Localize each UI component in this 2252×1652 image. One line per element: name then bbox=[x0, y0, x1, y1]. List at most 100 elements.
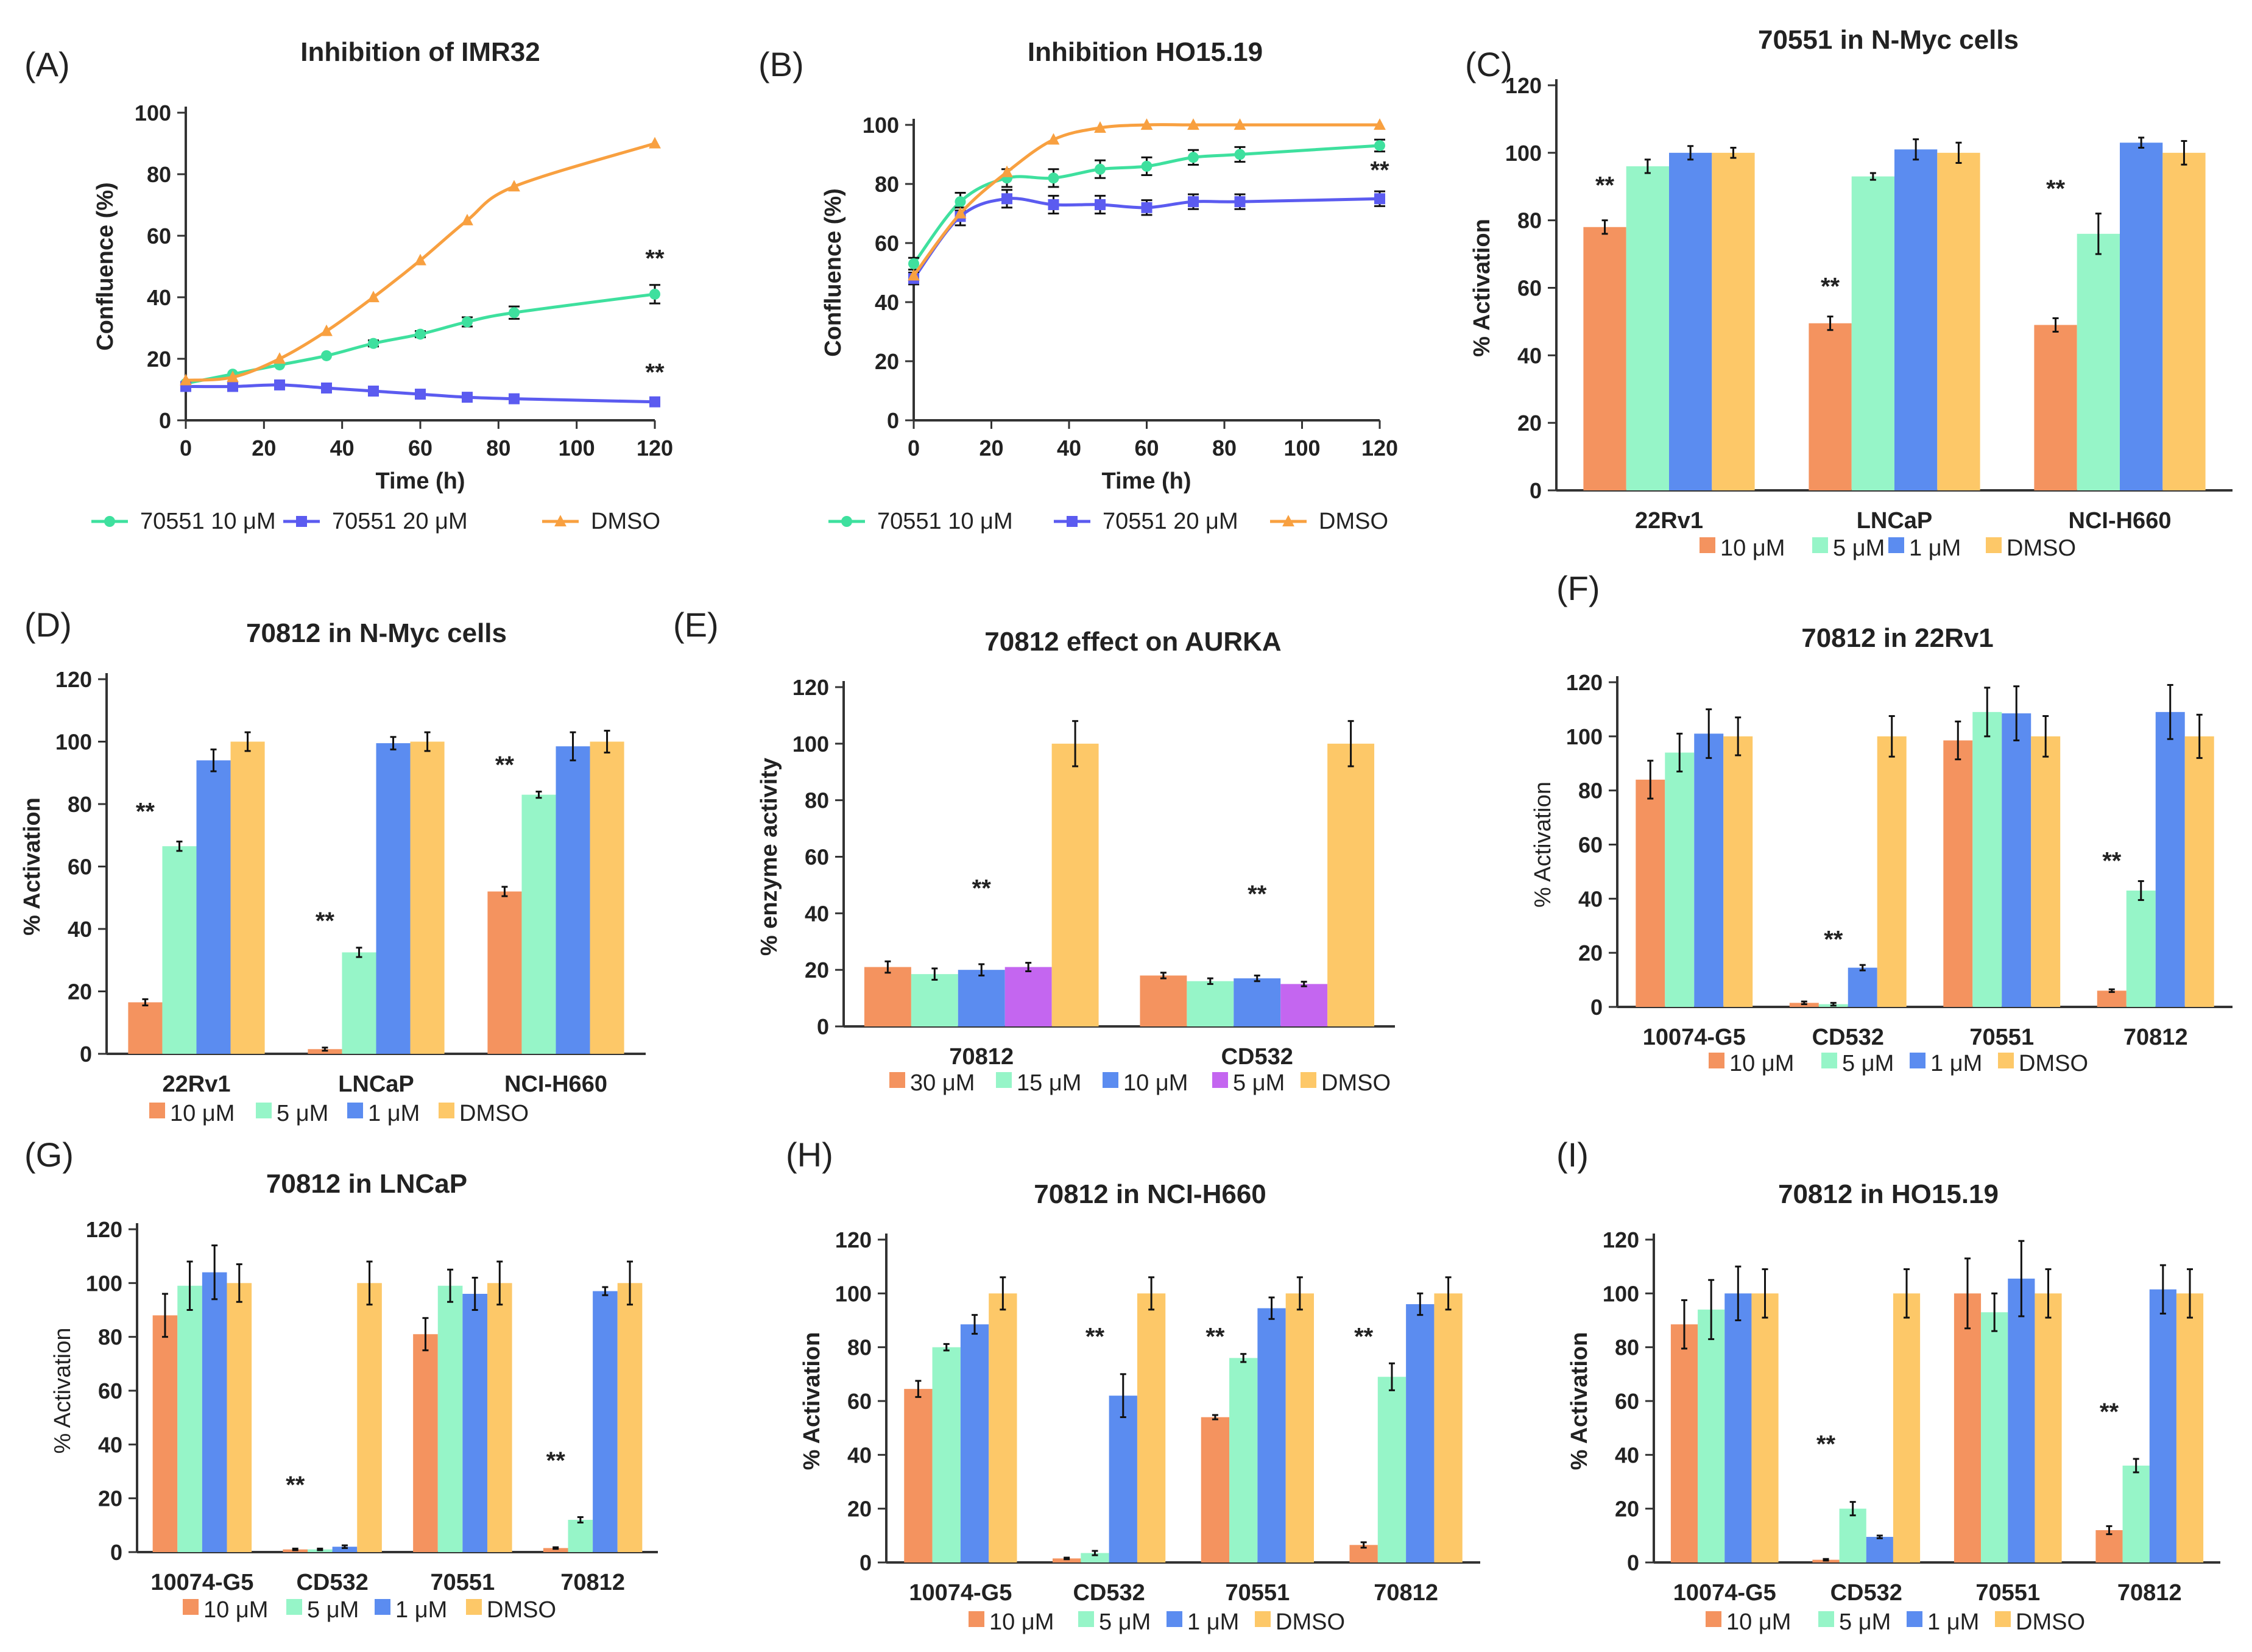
y-axis-label: Confluence (%) bbox=[93, 182, 118, 351]
data-point bbox=[649, 288, 660, 300]
series-1 bbox=[180, 284, 660, 389]
category-label: 70551 bbox=[1226, 1580, 1290, 1606]
bar bbox=[1109, 1396, 1137, 1562]
legend-label: DMSO bbox=[459, 1101, 529, 1126]
data-point bbox=[1234, 149, 1246, 160]
data-point bbox=[1048, 199, 1059, 210]
bar bbox=[128, 1002, 163, 1054]
data-point bbox=[367, 291, 379, 303]
bar bbox=[437, 1285, 463, 1552]
error-bar bbox=[1955, 141, 1962, 164]
error-bar bbox=[1360, 1541, 1367, 1549]
error-bar bbox=[2108, 988, 2115, 994]
chart-title: 70812 in 22Rv1 bbox=[1801, 623, 1994, 653]
error-bar bbox=[471, 1277, 478, 1311]
bar bbox=[904, 1389, 933, 1562]
error-bar bbox=[1859, 964, 1866, 972]
data-point bbox=[461, 213, 473, 225]
significance-marker: ** bbox=[645, 359, 665, 386]
significance-marker: ** bbox=[1821, 274, 1840, 300]
error-bar bbox=[341, 1544, 348, 1549]
bar bbox=[1972, 711, 2002, 1007]
panel-letter: (D) bbox=[24, 605, 72, 644]
legend-label: 1 μM bbox=[1930, 1051, 1982, 1076]
data-point bbox=[1374, 118, 1386, 130]
y-tick-label: 60 bbox=[147, 224, 171, 249]
bar bbox=[1327, 743, 1375, 1026]
chart-title: 70812 effect on AURKA bbox=[984, 627, 1281, 657]
data-point bbox=[509, 307, 520, 319]
series-3 bbox=[908, 118, 1386, 281]
error-bar bbox=[447, 1268, 454, 1303]
data-point bbox=[414, 253, 426, 266]
y-tick-label: 20 bbox=[847, 1497, 872, 1522]
error-bar bbox=[1827, 316, 1834, 331]
category-label: 22Rv1 bbox=[1635, 508, 1703, 534]
significance-marker: ** bbox=[2100, 1399, 2119, 1425]
bar bbox=[1724, 1293, 1752, 1562]
series-4 bbox=[227, 1260, 643, 1552]
x-tick-label: 40 bbox=[1057, 436, 1081, 461]
bar bbox=[1187, 981, 1234, 1026]
bar bbox=[864, 967, 911, 1026]
y-tick-label: 0 bbox=[159, 408, 171, 433]
legend-swatch bbox=[375, 1599, 390, 1615]
bar bbox=[1406, 1304, 1435, 1562]
bar bbox=[1866, 1537, 1893, 1562]
error-bar bbox=[1964, 1257, 1971, 1330]
series-2 bbox=[1626, 158, 2120, 490]
bar bbox=[227, 1283, 252, 1552]
legend-label: DMSO bbox=[487, 1597, 556, 1623]
error-bar bbox=[931, 967, 938, 981]
error-bar bbox=[915, 1380, 922, 1398]
error-bar bbox=[322, 1047, 328, 1052]
y-axis-label: % enzyme activity bbox=[757, 758, 782, 956]
y-tick-label: 40 bbox=[1517, 343, 1542, 368]
bar bbox=[376, 743, 411, 1054]
error-bar bbox=[1212, 1414, 1218, 1421]
bar bbox=[1626, 166, 1669, 490]
x-tick-label: 80 bbox=[486, 436, 510, 461]
error-bar bbox=[604, 730, 610, 754]
y-tick-label: 40 bbox=[805, 901, 829, 926]
bar bbox=[2008, 1279, 2035, 1562]
data-point bbox=[1141, 202, 1152, 213]
x-axis-label: Time (h) bbox=[375, 468, 465, 494]
y-tick-label: 20 bbox=[1578, 941, 1603, 965]
error-bar bbox=[1735, 1265, 1742, 1321]
error-bar bbox=[1240, 1353, 1247, 1363]
series-4 bbox=[989, 1276, 1463, 1562]
legend-swatch bbox=[969, 1611, 984, 1627]
error-bar bbox=[2106, 1525, 2113, 1536]
y-tick-label: 20 bbox=[1517, 411, 1542, 436]
legend-swatch bbox=[1910, 1053, 1925, 1068]
error-bar bbox=[2013, 685, 2020, 741]
legend-label: DMSO bbox=[1319, 509, 1388, 534]
legend-label: 1 μM bbox=[395, 1597, 447, 1623]
data-point bbox=[908, 269, 920, 281]
legend-marker bbox=[104, 516, 115, 527]
x-tick-label: 120 bbox=[637, 436, 673, 461]
data-point bbox=[649, 136, 661, 149]
bar bbox=[1698, 1309, 1725, 1562]
category-label: LNCaP bbox=[338, 1071, 414, 1097]
data-point bbox=[908, 258, 919, 269]
legend-label: 70551 10 μM bbox=[877, 509, 1013, 534]
bar bbox=[2162, 152, 2206, 491]
series-2 bbox=[1665, 687, 2156, 1007]
significance-marker: ** bbox=[1824, 926, 1843, 953]
y-tick-label: 100 bbox=[55, 730, 92, 755]
data-point bbox=[1095, 199, 1106, 210]
y-tick-label: 100 bbox=[86, 1271, 122, 1296]
bar bbox=[1004, 967, 1052, 1026]
y-axis-label: % Activation bbox=[1530, 782, 1556, 908]
bar bbox=[1723, 736, 1753, 1007]
error-bar bbox=[2133, 1458, 2139, 1474]
legend-swatch bbox=[466, 1599, 482, 1615]
series-4 bbox=[1723, 713, 2214, 1007]
y-tick-label: 60 bbox=[805, 845, 829, 870]
error-bar bbox=[142, 998, 149, 1007]
category-label: LNCaP bbox=[1857, 508, 1933, 534]
y-tick-label: 20 bbox=[147, 347, 171, 372]
error-bar bbox=[1000, 1276, 1006, 1311]
